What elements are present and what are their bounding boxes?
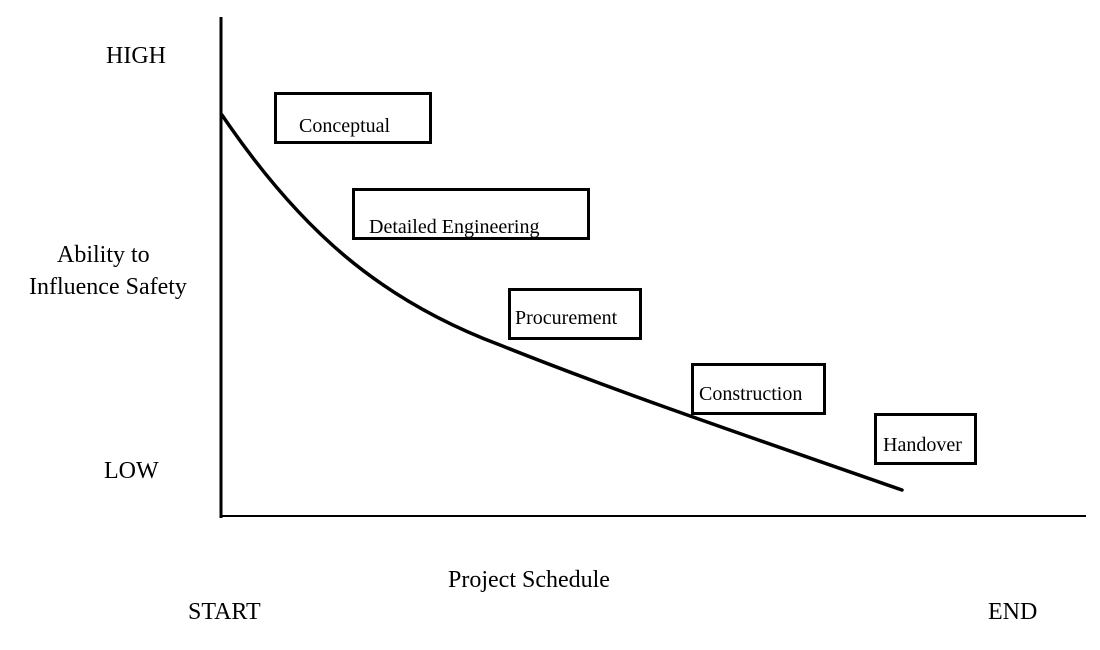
phase-label-construction: Construction [699, 383, 803, 405]
y-axis-high-label: HIGH [106, 43, 166, 69]
influence-curve [220, 113, 904, 492]
phase-box-procurement: Procurement [508, 288, 642, 340]
phase-label-handover: Handover [883, 434, 962, 456]
x-axis-title: Project Schedule [448, 567, 610, 593]
x-axis-start-label: START [188, 599, 261, 625]
y-axis-low-label: LOW [104, 458, 159, 484]
phase-label-conceptual: Conceptual [299, 115, 391, 137]
phase-box-detailed-engineering: Detailed Engineering [352, 188, 590, 240]
phase-box-conceptual: Conceptual [274, 92, 432, 144]
y-axis-title-line2: Influence Safety [29, 274, 187, 300]
phase-box-construction: Construction [691, 363, 826, 415]
phase-label-detailed-engineering: Detailed Engineering [369, 216, 540, 238]
x-axis-end-label: END [988, 599, 1038, 625]
phase-label-procurement: Procurement [515, 307, 618, 329]
y-axis-title-line1: Ability to [57, 242, 150, 268]
phase-box-handover: Handover [874, 413, 977, 465]
